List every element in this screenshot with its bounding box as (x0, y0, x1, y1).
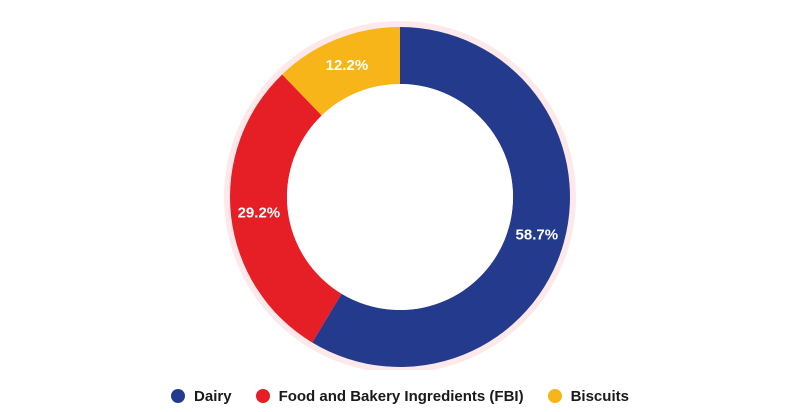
slice-dairy[interactable] (312, 27, 570, 367)
slice-label-dairy: 58.7% (516, 227, 559, 244)
donut-chart: 58.7% 29.2% 12.2% (224, 21, 576, 370)
slice-label-fbi: 29.2% (238, 204, 281, 221)
legend-item-fbi[interactable]: Food and Bakery Ingredients (FBI) (255, 387, 524, 405)
legend-item-dairy[interactable]: Dairy (171, 388, 232, 405)
legend: Dairy Food and Bakery Ingredients (FBI) … (0, 384, 800, 408)
legend-swatch-biscuits (547, 389, 562, 403)
legend-swatch-fbi (255, 389, 270, 403)
legend-item-biscuits[interactable]: Biscuits (547, 387, 629, 405)
legend-label-dairy: Dairy (194, 387, 232, 405)
legend-label-biscuits: Biscuits (570, 387, 629, 405)
donut-hole (287, 84, 513, 310)
legend-label-fbi: Food and Bakery Ingredients (FBI) (278, 387, 524, 405)
legend-swatch-dairy (171, 389, 186, 403)
slice-label-biscuits: 12.2% (326, 57, 369, 74)
slice-fbi[interactable] (229, 74, 342, 343)
slice-biscuits[interactable] (282, 27, 400, 116)
